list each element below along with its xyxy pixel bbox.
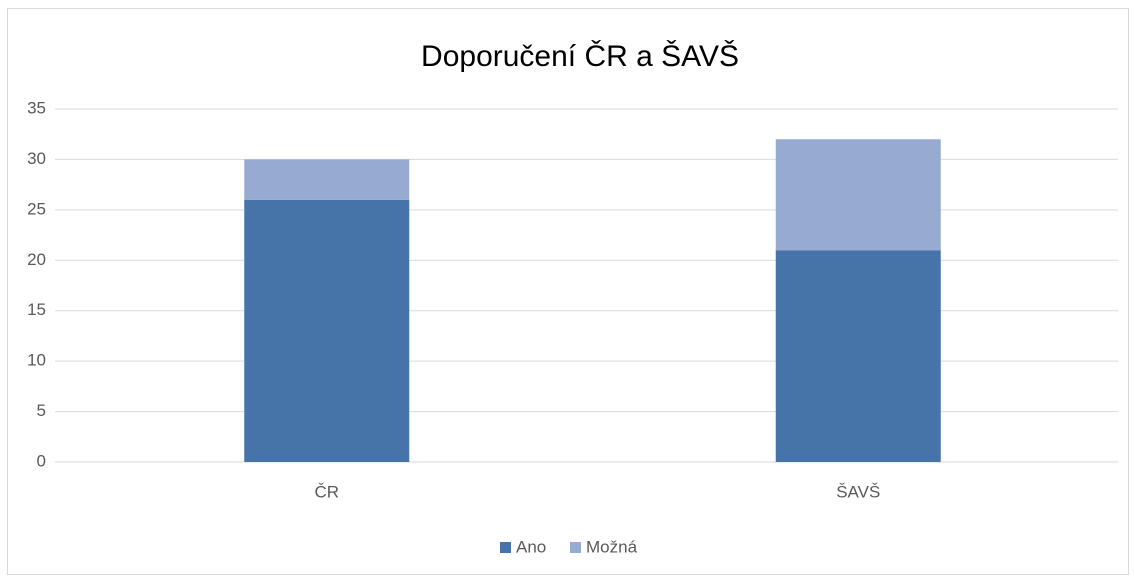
y-tick-label: 35: [27, 98, 46, 117]
bar-segment: [775, 139, 941, 251]
bar-segment: [244, 159, 410, 200]
x-tick-label: ČR: [314, 482, 339, 501]
y-tick-label: 20: [27, 250, 46, 269]
legend-label: Možná: [586, 537, 638, 556]
y-tick-label: 5: [37, 401, 46, 420]
chart-title: Doporučení ČR a ŠAVŠ: [421, 39, 739, 73]
legend-label: Ano: [516, 537, 546, 556]
y-tick-label: 10: [27, 351, 46, 370]
y-tick-label: 15: [27, 300, 46, 319]
chart-border: [7, 8, 1129, 575]
bar-segment: [775, 250, 941, 462]
y-tick-label: 30: [27, 149, 46, 168]
y-tick-label: 0: [37, 451, 46, 470]
legend-swatch: [570, 542, 581, 553]
bar-segment: [244, 199, 410, 462]
x-tick-label: ŠAVŠ: [836, 482, 880, 501]
legend-swatch: [500, 542, 511, 553]
y-tick-label: 25: [27, 199, 46, 218]
